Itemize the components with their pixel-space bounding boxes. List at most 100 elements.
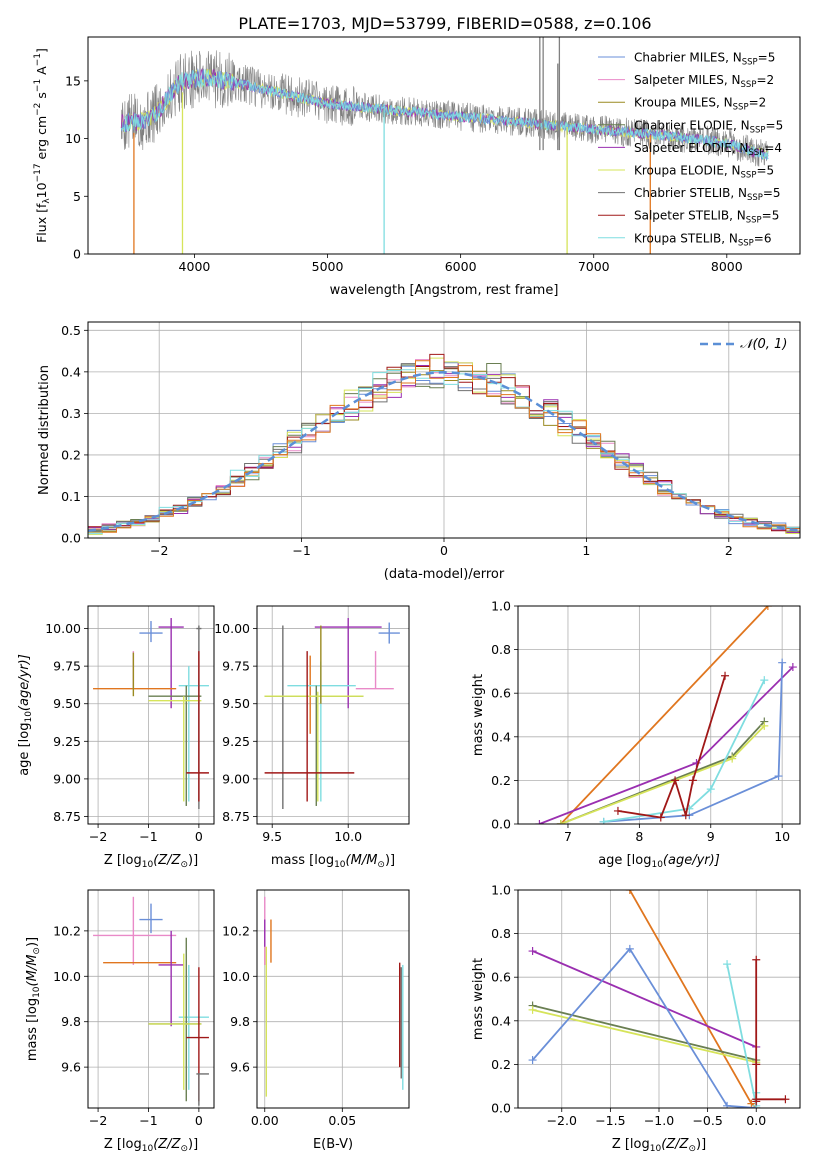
model-spectrum — [120, 68, 769, 160]
x-tick-label: −1 — [139, 829, 157, 844]
weight-marker — [728, 754, 737, 763]
massweight-vs-age-frame — [517, 605, 801, 825]
y-tick-label: 9.25 — [222, 734, 250, 749]
x-tick-label: 0.05 — [328, 1113, 356, 1128]
axes-age-vs-mass: 9.5 10.0 8.75 9.00 9.25 9.50 9.75 10.00 — [214, 606, 409, 844]
y-tick-label: 15 — [65, 73, 81, 88]
weight-marker — [556, 820, 565, 824]
legend-entry: Salpeter STELIB, NSSP=5 — [634, 209, 779, 226]
gaussian-legend-label: 𝒩(0, 1) — [740, 337, 787, 352]
weight-marker — [688, 776, 697, 785]
x-tick-label: 2 — [725, 543, 733, 558]
weight-marker — [528, 1056, 537, 1065]
y-tick-label: 1.0 — [491, 599, 511, 614]
y-tick-label: 9.75 — [222, 659, 250, 674]
weight-marker — [681, 811, 690, 820]
gaussian-reference — [88, 371, 800, 532]
x-tick-label: 5000 — [312, 259, 344, 274]
weight-marker — [752, 955, 761, 964]
weight-marker — [528, 947, 537, 956]
x-tick-label: 0.00 — [251, 1113, 279, 1128]
y-tick-label: 0.2 — [491, 1057, 511, 1072]
legend-entry: Chabrier MILES, NSSP=5 — [634, 51, 775, 68]
x-tick-label: −1 — [139, 1113, 157, 1128]
y-tick-label: 10.00 — [45, 621, 81, 636]
axes-residuals: −2 −1 0 1 2 0.0 0.1 0.2 0.3 0.4 0.5 — [61, 322, 800, 558]
x-tick-label: 8000 — [711, 259, 743, 274]
y-tick-label: 0.2 — [491, 773, 511, 788]
weight-series — [532, 1004, 757, 1061]
legend-entry: Chabrier ELODIE, NSSP=5 — [634, 118, 783, 135]
x-axis-label: age [log10(age/yr)] — [598, 853, 720, 870]
y-tick-label: 0.2 — [61, 447, 81, 462]
model-spectrum — [120, 68, 769, 161]
weight-series — [560, 606, 769, 824]
legend-entry: Salpeter ELODIE, NSSP=4 — [634, 141, 782, 158]
y-tick-label: 0.6 — [491, 970, 511, 985]
x-tick-label: 7000 — [578, 259, 610, 274]
weight-series — [603, 662, 784, 823]
spectrum-frame — [87, 36, 801, 255]
x-tick-label: −2 — [89, 829, 107, 844]
x-tick-label: 0.0 — [746, 1113, 766, 1128]
weight-series — [532, 950, 757, 1048]
weight-marker — [599, 817, 608, 824]
weight-series — [629, 890, 757, 1108]
x-tick-label: −2 — [89, 1113, 107, 1128]
age-vs-Z-frame — [87, 605, 215, 825]
legend-entry: Kroupa ELODIE, NSSP=5 — [634, 164, 774, 181]
weight-marker — [778, 658, 787, 667]
y-tick-label: 9.6 — [230, 1060, 250, 1075]
weight-marker — [774, 772, 783, 781]
x-tick-label: −1.0 — [644, 1113, 674, 1128]
x-tick-label: 0 — [195, 829, 203, 844]
x-tick-label: 4000 — [179, 259, 211, 274]
x-tick-label: 7 — [564, 829, 572, 844]
weight-marker — [763, 606, 772, 610]
weight-marker — [706, 785, 715, 794]
y-tick-label: 0.5 — [61, 323, 81, 338]
x-tick-label: 0 — [440, 543, 448, 558]
y-axis-label: mass weight — [471, 958, 486, 1040]
x-axis-label: (data-model)/error — [384, 567, 505, 582]
weight-marker — [723, 1101, 732, 1108]
y-tick-label: 9.6 — [61, 1060, 81, 1075]
weight-lines — [535, 606, 797, 824]
y-axis-label: mass [log10(M/M⊙)] — [25, 937, 42, 1061]
y-axis-label: mass weight — [471, 674, 486, 756]
y-tick-label: 9.25 — [53, 734, 81, 749]
weight-marker — [781, 1095, 790, 1104]
weight-series — [755, 959, 786, 1102]
weight-series — [531, 947, 758, 1108]
y-tick-label: 0.0 — [491, 817, 511, 832]
weight-marker — [625, 944, 634, 953]
weight-marker — [752, 1095, 761, 1104]
weight-marker — [721, 671, 730, 680]
x-tick-label: 10.0 — [334, 829, 362, 844]
x-axis-label: wavelength [Angstrom, rest frame] — [330, 283, 559, 298]
histogram-series — [88, 360, 800, 533]
y-tick-label: 0.0 — [61, 531, 81, 546]
weight-marker — [528, 1005, 537, 1014]
x-tick-label: −1 — [292, 543, 310, 558]
axes-spectrum: 4000 5000 6000 7000 8000 0 5 10 15 — [65, 73, 743, 274]
y-tick-label: 9.00 — [222, 771, 250, 786]
weight-series — [617, 675, 726, 819]
weight-marker — [760, 676, 769, 685]
spectrum-lines — [120, 37, 769, 254]
weight-marker — [613, 806, 622, 815]
y-tick-label: 0.4 — [491, 1013, 511, 1028]
x-tick-label: −0.5 — [692, 1113, 722, 1128]
legend-entry: Salpeter MILES, NSSP=2 — [634, 73, 774, 90]
y-tick-label: 8.75 — [53, 809, 81, 824]
y-tick-label: 9.50 — [53, 696, 81, 711]
weight-marker — [535, 820, 544, 824]
massweight-vs-Z-frame — [517, 889, 801, 1109]
y-tick-label: 10 — [65, 131, 81, 146]
y-tick-label: 0.0 — [491, 1101, 511, 1116]
y-tick-label: 9.8 — [230, 1014, 250, 1029]
axes-mass-vs-EBV: 0.00 0.05 9.6 9.8 10.0 10.2 — [222, 890, 409, 1128]
y-tick-label: 5 — [73, 189, 81, 204]
weight-marker — [760, 721, 769, 730]
legend-entry: Kroupa MILES, NSSP=2 — [634, 96, 766, 113]
